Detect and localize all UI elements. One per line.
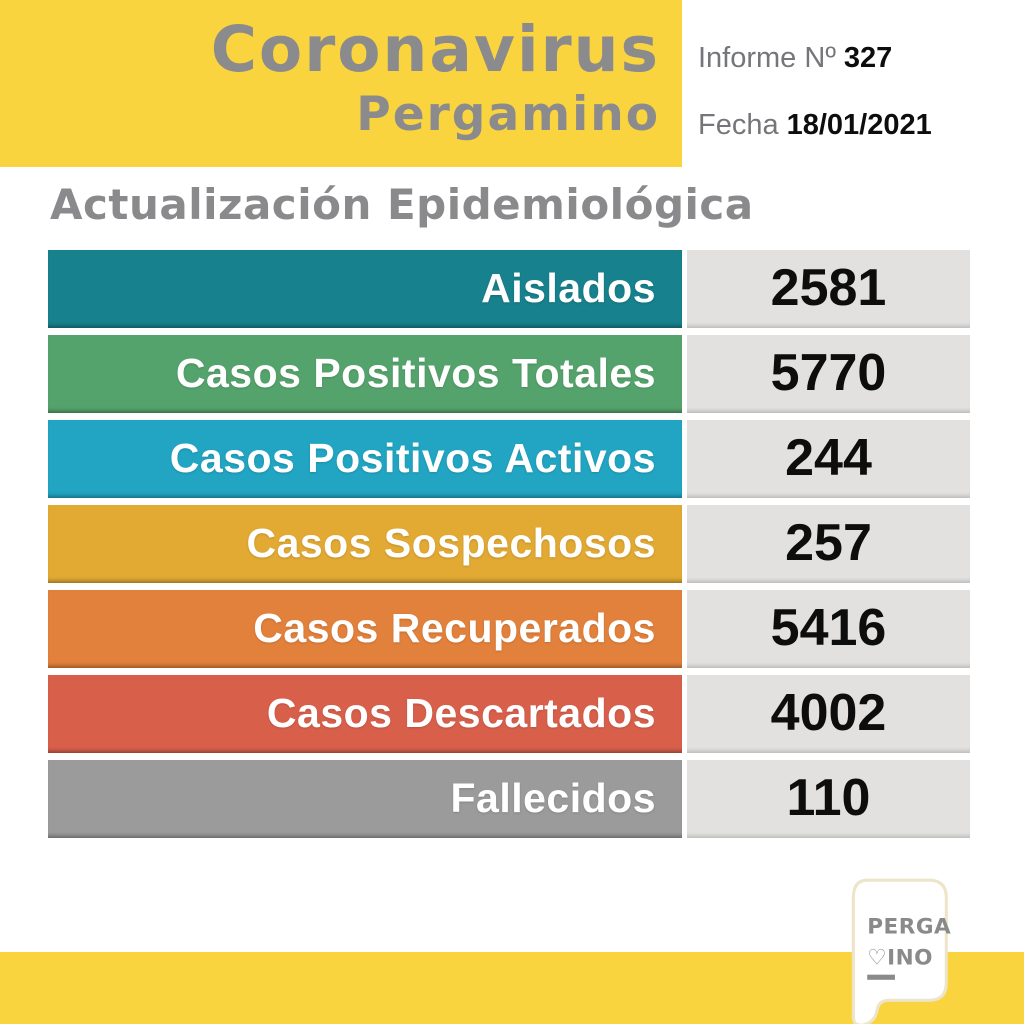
stat-row-sospechosos: Casos Sospechosos 257 — [48, 505, 970, 583]
section-title: Actualización Epidemiológica — [50, 180, 754, 229]
stat-label: Casos Positivos Totales — [48, 335, 682, 413]
logo-underline — [867, 974, 895, 980]
stat-value: 110 — [687, 760, 970, 838]
stat-value: 2581 — [687, 250, 970, 328]
stat-label: Casos Sospechosos — [48, 505, 682, 583]
stat-row-descartados: Casos Descartados 4002 — [48, 675, 970, 753]
stat-row-positivos-activos: Casos Positivos Activos 244 — [48, 420, 970, 498]
report-number-value: 327 — [843, 42, 893, 74]
stat-label: Casos Descartados — [48, 675, 682, 753]
page-title: Coronavirus — [210, 13, 660, 86]
stat-label: Casos Positivos Activos — [48, 420, 682, 498]
logo-line2: ♡INO — [867, 945, 933, 970]
heart-icon: ♡ — [867, 945, 887, 970]
stat-value: 244 — [687, 420, 970, 498]
report-date-value: 18/01/2021 — [786, 109, 932, 141]
stat-row-fallecidos: Fallecidos 110 — [48, 760, 970, 838]
stat-label: Casos Recuperados — [48, 590, 682, 668]
page-subtitle: Pergamino — [356, 87, 660, 142]
logo-line2-rest: INO — [887, 945, 933, 970]
stat-row-positivos-totales: Casos Positivos Totales 5770 — [48, 335, 970, 413]
speech-bubble-icon — [851, 878, 948, 1024]
stats-table: Aislados 2581 Casos Positivos Totales 57… — [48, 250, 970, 845]
stat-row-recuperados: Casos Recuperados 5416 — [48, 590, 970, 668]
stat-label: Fallecidos — [48, 760, 682, 838]
stat-row-aislados: Aislados 2581 — [48, 250, 970, 328]
header-band: Coronavirus Pergamino — [0, 0, 682, 167]
stat-value: 257 — [687, 505, 970, 583]
report-number-label: Informe Nº — [698, 42, 836, 74]
stat-value: 5416 — [687, 590, 970, 668]
stat-value: 5770 — [687, 335, 970, 413]
logo-line1: PERGA — [867, 915, 951, 940]
report-number-line: Informe Nº 327 — [698, 42, 932, 75]
report-date-line: Fecha 18/01/2021 — [698, 109, 932, 142]
report-date-label: Fecha — [698, 109, 779, 141]
report-meta: Informe Nº 327 Fecha 18/01/2021 — [698, 42, 932, 142]
stat-label: Aislados — [48, 250, 682, 328]
pergamino-logo: PERGA ♡INO — [851, 878, 951, 1024]
stat-value: 4002 — [687, 675, 970, 753]
